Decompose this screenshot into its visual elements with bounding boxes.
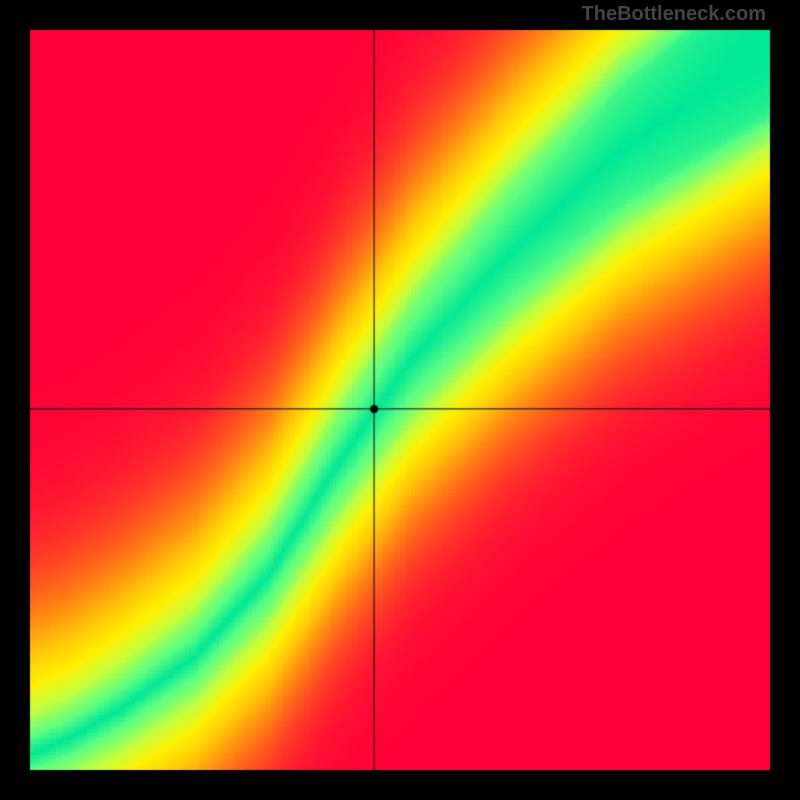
watermark: TheBottleneck.com (582, 3, 766, 26)
bottleneck-heatmap (0, 0, 800, 800)
chart-container: TheBottleneck.com (0, 0, 800, 800)
